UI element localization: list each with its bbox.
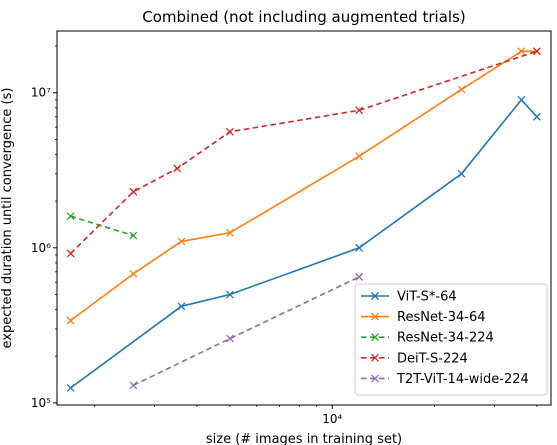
y-axis-label: expected duration until convergence (s) <box>0 88 15 349</box>
legend-label: T2T-ViT-14-wide-224 <box>396 372 529 387</box>
chart-title: Combined (not including augmented trials… <box>142 8 465 26</box>
legend-label: ResNet-34-64 <box>397 310 486 325</box>
legend-label: DeiT-S-224 <box>397 351 468 366</box>
legend-label: ResNet-34-224 <box>397 331 494 346</box>
legend-label: ViT-S*-64 <box>397 290 457 305</box>
y-tick-label: 10⁵ <box>31 396 51 410</box>
y-tick-label: 10⁶ <box>31 241 51 255</box>
y-tick-label: 10⁷ <box>31 86 51 100</box>
legend: ViT-S*-64 ResNet-34-64 ResNet-34-224 DeiT-S… <box>355 284 547 395</box>
x-tick-label: 10⁴ <box>322 412 342 426</box>
x-axis-label: size (# images in training set) <box>206 432 402 445</box>
